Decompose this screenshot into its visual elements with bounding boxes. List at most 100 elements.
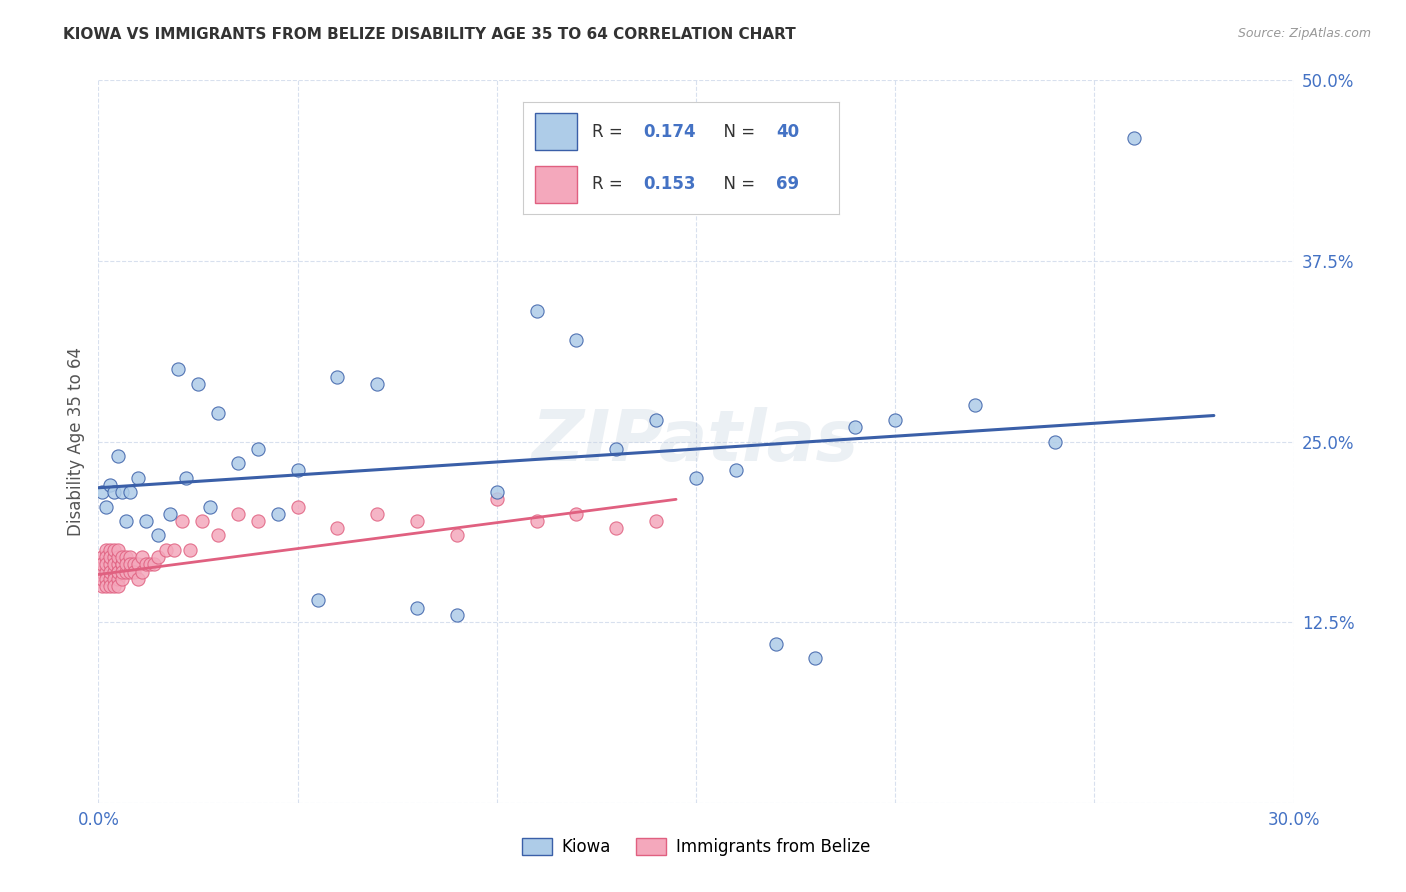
Point	[111, 558, 134, 572]
Text: Source: ZipAtlas.com: Source: ZipAtlas.com	[1237, 27, 1371, 40]
Legend: Kiowa, Immigrants from Belize: Kiowa, Immigrants from Belize	[522, 838, 870, 856]
Point	[111, 558, 134, 572]
Point	[120, 565, 142, 579]
Point	[96, 565, 118, 579]
Point	[124, 565, 146, 579]
Point	[645, 413, 668, 427]
Point	[91, 579, 114, 593]
Point	[111, 485, 134, 500]
Y-axis label: Disability Age 35 to 64: Disability Age 35 to 64	[66, 347, 84, 536]
Point	[526, 304, 548, 318]
Point	[107, 579, 129, 593]
Point	[163, 542, 186, 557]
Point	[98, 478, 122, 492]
Point	[804, 651, 827, 665]
Point	[366, 376, 388, 391]
Point	[326, 369, 349, 384]
Point	[98, 550, 122, 565]
Point	[526, 514, 548, 528]
Point	[446, 607, 468, 622]
Point	[107, 449, 129, 463]
Point	[207, 406, 229, 420]
Point	[107, 572, 129, 586]
Point	[884, 413, 907, 427]
Point	[103, 550, 125, 565]
Point	[107, 565, 129, 579]
Point	[198, 500, 221, 514]
Point	[98, 572, 122, 586]
Point	[120, 550, 142, 565]
Point	[246, 514, 269, 528]
Point	[98, 579, 122, 593]
Point	[103, 558, 125, 572]
Point	[103, 579, 125, 593]
Point	[115, 565, 138, 579]
Point	[96, 572, 118, 586]
Point	[131, 550, 153, 565]
Point	[143, 558, 166, 572]
Point	[135, 514, 157, 528]
Point	[645, 514, 668, 528]
Point	[167, 362, 190, 376]
Text: ZIPatlas: ZIPatlas	[533, 407, 859, 476]
Point	[135, 558, 157, 572]
Point	[565, 507, 588, 521]
Point	[685, 470, 707, 484]
Point	[107, 542, 129, 557]
Point	[207, 528, 229, 542]
Point	[103, 565, 125, 579]
Point	[179, 542, 201, 557]
Point	[98, 558, 122, 572]
Point	[485, 485, 508, 500]
Point	[127, 558, 149, 572]
Point	[406, 514, 429, 528]
Point	[148, 550, 170, 565]
Point	[127, 572, 149, 586]
Point	[326, 521, 349, 535]
Point	[96, 558, 118, 572]
Point	[131, 565, 153, 579]
Point	[98, 542, 122, 557]
Point	[155, 542, 177, 557]
Point	[91, 485, 114, 500]
Point	[187, 376, 209, 391]
Point	[287, 463, 309, 477]
Point	[115, 558, 138, 572]
Point	[91, 565, 114, 579]
Point	[124, 558, 146, 572]
Point	[96, 542, 118, 557]
Point	[91, 550, 114, 565]
Point	[148, 528, 170, 542]
Point	[765, 637, 787, 651]
Point	[111, 550, 134, 565]
Point	[111, 565, 134, 579]
Point	[139, 558, 162, 572]
Point	[115, 550, 138, 565]
Point	[406, 600, 429, 615]
Point	[174, 470, 197, 484]
Point	[91, 572, 114, 586]
Point	[96, 500, 118, 514]
Point	[127, 470, 149, 484]
Point	[103, 572, 125, 586]
Point	[120, 558, 142, 572]
Text: KIOWA VS IMMIGRANTS FROM BELIZE DISABILITY AGE 35 TO 64 CORRELATION CHART: KIOWA VS IMMIGRANTS FROM BELIZE DISABILI…	[63, 27, 796, 42]
Point	[226, 507, 249, 521]
Point	[446, 528, 468, 542]
Point	[724, 463, 747, 477]
Point	[96, 550, 118, 565]
Point	[159, 507, 181, 521]
Point	[191, 514, 214, 528]
Point	[172, 514, 194, 528]
Point	[107, 565, 129, 579]
Point	[246, 442, 269, 456]
Point	[226, 456, 249, 470]
Point	[267, 507, 290, 521]
Point	[307, 593, 329, 607]
Point	[485, 492, 508, 507]
Point	[91, 558, 114, 572]
Point	[844, 420, 866, 434]
Point	[287, 500, 309, 514]
Point	[565, 334, 588, 348]
Point	[366, 507, 388, 521]
